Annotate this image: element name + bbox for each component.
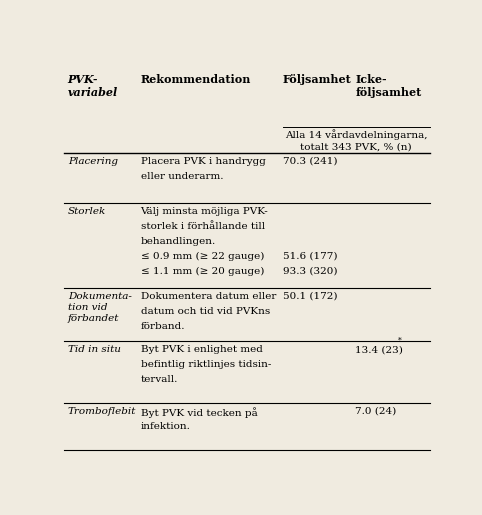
Text: Byt PVK vid tecken på: Byt PVK vid tecken på bbox=[141, 407, 257, 418]
Text: 51.6 (177): 51.6 (177) bbox=[282, 252, 337, 261]
Text: ≤ 1.1 mm (≥ 20 gauge): ≤ 1.1 mm (≥ 20 gauge) bbox=[141, 267, 264, 276]
Text: Dokumentera datum eller: Dokumentera datum eller bbox=[141, 292, 276, 301]
Text: 70.3 (241): 70.3 (241) bbox=[282, 157, 337, 166]
Text: 50.1 (172): 50.1 (172) bbox=[282, 292, 337, 301]
Text: eller underarm.: eller underarm. bbox=[141, 172, 223, 181]
Text: Byt PVK i enlighet med: Byt PVK i enlighet med bbox=[141, 346, 262, 354]
Text: datum och tid vid PVKns: datum och tid vid PVKns bbox=[141, 307, 270, 316]
Text: förband.: förband. bbox=[141, 322, 185, 331]
Text: 13.4 (23): 13.4 (23) bbox=[355, 346, 403, 354]
Text: befintlig riktlinjes tidsin-: befintlig riktlinjes tidsin- bbox=[141, 360, 271, 369]
Text: Placering: Placering bbox=[67, 157, 118, 166]
Text: 7.0 (24): 7.0 (24) bbox=[355, 407, 397, 416]
Text: PVK-
variabel: PVK- variabel bbox=[67, 74, 118, 98]
Text: Storlek: Storlek bbox=[67, 207, 106, 216]
Text: 93.3 (320): 93.3 (320) bbox=[282, 267, 337, 276]
Text: infektion.: infektion. bbox=[141, 422, 190, 431]
Text: ≤ 0.9 mm (≥ 22 gauge): ≤ 0.9 mm (≥ 22 gauge) bbox=[141, 252, 264, 261]
Text: Tid in situ: Tid in situ bbox=[67, 346, 120, 354]
Text: Följsamhet: Följsamhet bbox=[282, 74, 351, 84]
Text: Alla 14 vårdavdelningarna,
totalt 343 PVK, % (n): Alla 14 vårdavdelningarna, totalt 343 PV… bbox=[285, 129, 428, 152]
Text: tervall.: tervall. bbox=[141, 375, 178, 385]
Text: Tromboflebit: Tromboflebit bbox=[67, 407, 136, 416]
Text: Dokumenta-
tion vid
förbandet: Dokumenta- tion vid förbandet bbox=[67, 292, 132, 323]
Text: Placera PVK i handrygg: Placera PVK i handrygg bbox=[141, 157, 266, 166]
Text: *: * bbox=[398, 337, 402, 345]
Text: Välj minsta möjliga PVK-: Välj minsta möjliga PVK- bbox=[141, 207, 268, 216]
Text: storlek i förhållande till: storlek i förhållande till bbox=[141, 221, 265, 231]
Text: behandlingen.: behandlingen. bbox=[141, 237, 216, 246]
Text: Rekommendation: Rekommendation bbox=[141, 74, 251, 84]
Text: Icke-
följsamhet: Icke- följsamhet bbox=[355, 74, 422, 98]
